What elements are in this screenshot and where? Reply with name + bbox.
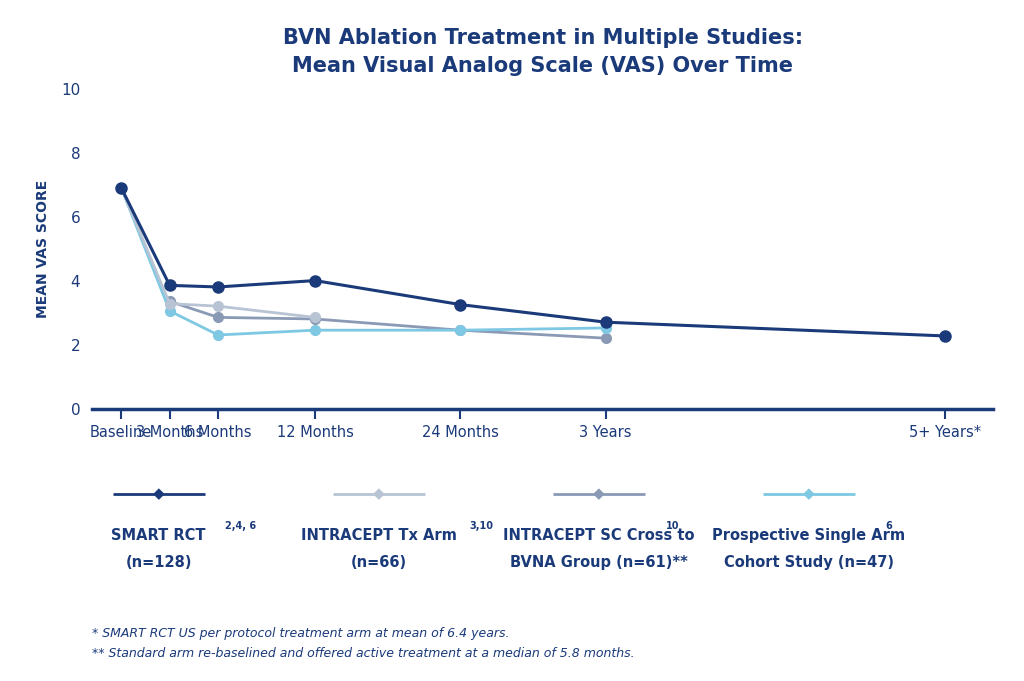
Y-axis label: MEAN VAS SCORE: MEAN VAS SCORE: [36, 179, 50, 318]
Text: INTRACEPT SC Cross to: INTRACEPT SC Cross to: [503, 528, 695, 543]
Text: INTRACEPT Tx Arm: INTRACEPT Tx Arm: [301, 528, 457, 543]
Text: Cohort Study (n=47): Cohort Study (n=47): [724, 555, 894, 570]
Text: * SMART RCT US per protocol treatment arm at mean of 6.4 years.: * SMART RCT US per protocol treatment ar…: [92, 627, 510, 639]
Text: ◆: ◆: [593, 486, 605, 501]
Text: 6: 6: [886, 521, 893, 531]
Text: Prospective Single Arm: Prospective Single Arm: [713, 528, 905, 543]
Text: (n=66): (n=66): [351, 555, 407, 570]
Text: BVNA Group (n=61)**: BVNA Group (n=61)**: [510, 555, 688, 570]
Title: BVN Ablation Treatment in Multiple Studies:
Mean Visual Analog Scale (VAS) Over : BVN Ablation Treatment in Multiple Studi…: [283, 28, 803, 76]
Text: SMART RCT: SMART RCT: [112, 528, 206, 543]
Text: ** Standard arm re-baselined and offered active treatment at a median of 5.8 mon: ** Standard arm re-baselined and offered…: [92, 647, 635, 660]
Text: 2,4, 6: 2,4, 6: [225, 521, 256, 531]
Text: ◆: ◆: [153, 486, 165, 501]
Text: (n=128): (n=128): [126, 555, 191, 570]
Text: 3,10: 3,10: [469, 521, 493, 531]
Text: 10: 10: [666, 521, 679, 531]
Text: ◆: ◆: [373, 486, 385, 501]
Text: ◆: ◆: [803, 486, 815, 501]
